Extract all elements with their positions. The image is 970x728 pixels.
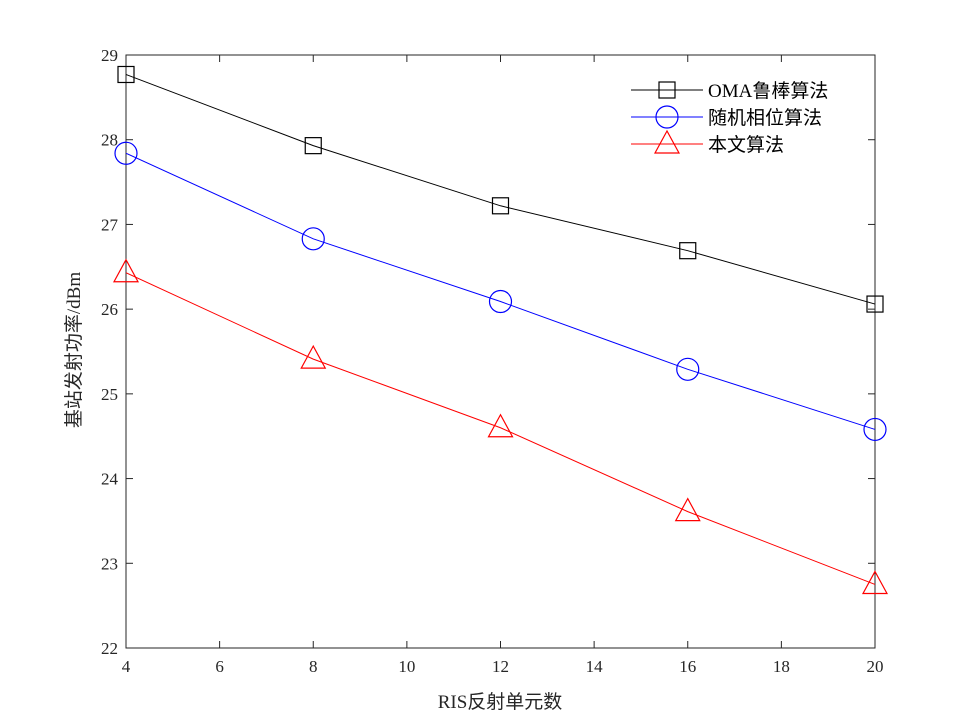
- data-point-triangle: [861, 570, 889, 595]
- data-point-circle: [301, 227, 325, 251]
- data-point-triangle: [112, 258, 140, 283]
- series-1: [114, 141, 887, 442]
- y-tick-label: 25: [101, 385, 118, 404]
- legend-marker-square: [658, 81, 676, 99]
- data-point-square: [117, 65, 135, 84]
- legend-marker-circle: [655, 105, 679, 129]
- axes-box: [125, 54, 876, 649]
- data-point-circle: [488, 289, 513, 314]
- y-tick-label: 24: [101, 470, 119, 489]
- data-point-triangle: [300, 344, 327, 369]
- x-axis: 4 6 8 10 12 14 16 18 20: [122, 55, 884, 676]
- x-tick-label: 18: [773, 657, 790, 676]
- data-point-square: [304, 137, 322, 155]
- x-tick-label: 6: [215, 657, 224, 676]
- y-axis-label: 基站发射功率/dBm: [63, 272, 85, 428]
- y-tick-label: 22: [101, 639, 118, 658]
- legend-label: 本文算法: [708, 134, 784, 156]
- x-axis-label: RIS反射单元数: [438, 691, 563, 713]
- x-tick-label: 16: [679, 657, 696, 676]
- y-tick-label: 26: [101, 300, 118, 319]
- series-line: [125, 272, 876, 585]
- y-tick-label: 29: [101, 46, 118, 65]
- x-tick-label: 20: [867, 657, 884, 676]
- legend-marker-triangle: [653, 129, 681, 154]
- data-point-triangle: [487, 413, 514, 438]
- series-0: [117, 65, 884, 313]
- legend-label: OMA鲁棒算法: [708, 80, 828, 102]
- x-tick-label: 4: [122, 657, 131, 676]
- x-tick-label: 12: [492, 657, 509, 676]
- plot-area: [125, 54, 876, 649]
- series-layer: [112, 65, 889, 595]
- data-point-square: [866, 295, 884, 313]
- series-2: [112, 258, 889, 595]
- data-point-triangle: [674, 497, 701, 522]
- series-line: [125, 152, 876, 430]
- x-tick-label: 10: [398, 657, 415, 676]
- series-line: [125, 74, 876, 305]
- data-point-square: [679, 242, 697, 260]
- data-point-circle: [676, 357, 700, 381]
- legend-label: 随机相位算法: [708, 107, 822, 129]
- y-tick-label: 28: [101, 131, 118, 150]
- x-tick-label: 8: [309, 657, 318, 676]
- x-tick-label: 14: [586, 657, 604, 676]
- y-tick-label: 27: [101, 215, 119, 234]
- y-tick-label: 23: [101, 554, 118, 573]
- data-point-square: [491, 197, 510, 215]
- data-point-circle: [114, 141, 138, 165]
- data-point-circle: [863, 417, 887, 442]
- y-axis: 22 23 24 25 26 27 28 29: [101, 46, 875, 658]
